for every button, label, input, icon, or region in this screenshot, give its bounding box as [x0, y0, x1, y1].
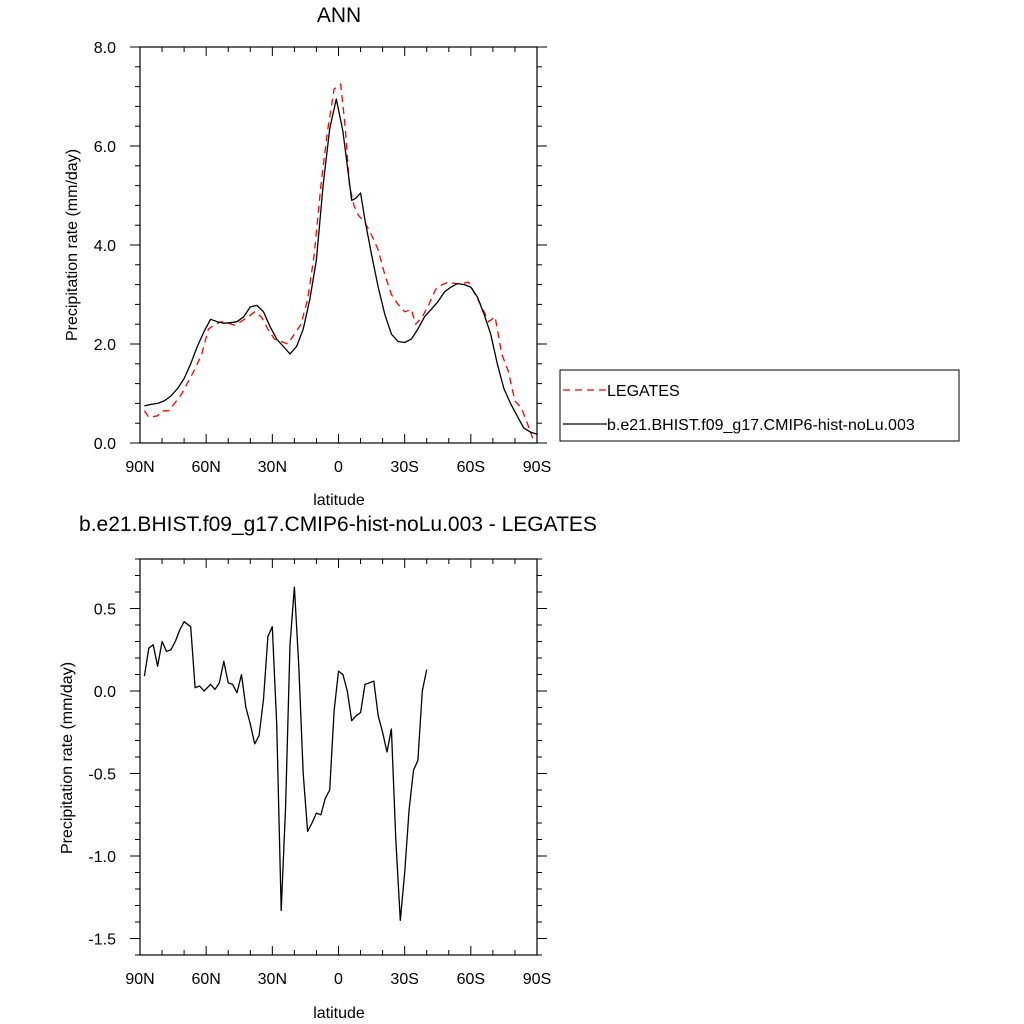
- x-axis-label: latitude: [313, 1005, 365, 1022]
- x-tick-label: 90S: [523, 459, 551, 476]
- axis-ticks: [130, 46, 547, 444]
- series-line-difference: [143, 586, 428, 922]
- x-tick-label: 30S: [390, 459, 418, 476]
- y-tick-label: -1.5: [88, 932, 116, 949]
- x-tick-label: 0: [334, 971, 343, 988]
- y-tick-label: 8.0: [94, 40, 116, 57]
- y-tick-label: 0.0: [94, 684, 116, 701]
- y-axis-label: Precipitation rate (mm/day): [64, 149, 81, 341]
- x-tick-label: 0: [334, 459, 343, 476]
- series-line-b-e21-bhist-f09-g17-cmip6-hist-nolu-003: [144, 98, 538, 435]
- x-tick-label: 90S: [523, 971, 551, 988]
- tick-labels: 90N 60N 30N 0 30S 60S 90S 0.0 2.0 4.0 6.0 8.0: [94, 40, 551, 476]
- y-tick-label: 0.5: [94, 602, 116, 619]
- axis-ticks: [130, 558, 547, 956]
- y-tick-label: -0.5: [88, 767, 116, 784]
- precip-annual-panel: ANN latitude Precipitation rate (mm/day)…: [64, 4, 551, 509]
- x-tick-label: 90N: [125, 459, 154, 476]
- legend-label-legates: LEGATES: [607, 383, 680, 400]
- plot-frame: [139, 558, 538, 956]
- x-tick-label: 30N: [258, 459, 287, 476]
- y-tick-label: 2.0: [94, 337, 116, 354]
- precip-difference-panel: b.e21.BHIST.f09_g17.CMIP6-hist-noLu.003 …: [59, 513, 597, 1022]
- legend-label-model: b.e21.BHIST.f09_g17.CMIP6-hist-noLu.003: [607, 417, 915, 434]
- plot-frame: [139, 46, 538, 444]
- series-lines: [143, 83, 538, 439]
- chart-title: ANN: [317, 4, 361, 27]
- chart-title: b.e21.BHIST.f09_g17.CMIP6-hist-noLu.003 …: [79, 513, 597, 536]
- y-axis-label: Precipitation rate (mm/day): [59, 662, 76, 854]
- series-lines: [143, 586, 428, 922]
- y-tick-label: -1.0: [88, 849, 116, 866]
- x-tick-label: 60N: [191, 459, 220, 476]
- x-tick-label: 60S: [457, 971, 485, 988]
- x-tick-label: 30S: [390, 971, 418, 988]
- x-axis-label: latitude: [313, 492, 365, 509]
- x-tick-label: 90N: [125, 971, 154, 988]
- y-tick-label: 0.0: [94, 436, 116, 453]
- legend-box: [559, 369, 960, 442]
- y-tick-label: 6.0: [94, 139, 116, 156]
- x-tick-label: 30N: [258, 971, 287, 988]
- tick-labels: 90N 60N 30N 0 30S 60S 90S -1.5 -1.0 -0.5 0.0 0.5: [88, 602, 551, 989]
- x-tick-label: 60N: [191, 971, 220, 988]
- series-line-legates: [143, 83, 534, 439]
- x-tick-label: 60S: [457, 459, 485, 476]
- y-tick-label: 4.0: [94, 238, 116, 255]
- legend: LEGATES b.e21.BHIST.f09_g17.CMIP6-hist-n…: [559, 369, 960, 442]
